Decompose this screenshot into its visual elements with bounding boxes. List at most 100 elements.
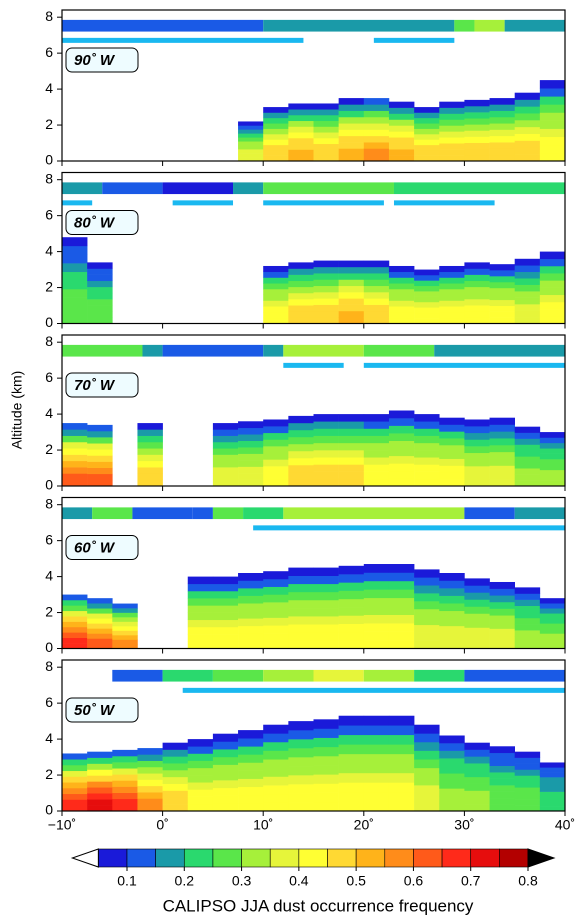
colorbar-tick-label: 0.5 bbox=[346, 873, 366, 889]
dust-cell bbox=[62, 460, 88, 468]
strip-segment bbox=[283, 507, 465, 520]
dust-cell bbox=[514, 113, 541, 121]
dust-cell bbox=[87, 292, 113, 300]
dust-cell bbox=[212, 590, 239, 599]
dust-cell bbox=[514, 642, 541, 649]
dust-cell bbox=[439, 101, 465, 108]
dust-cell bbox=[464, 466, 490, 473]
dust-cell bbox=[414, 450, 440, 458]
dust-cell bbox=[338, 598, 365, 608]
dust-cell bbox=[212, 448, 239, 455]
dust-cell bbox=[464, 142, 490, 150]
dust-cell bbox=[288, 155, 314, 162]
dust-cell bbox=[414, 107, 440, 113]
dust-cell bbox=[313, 155, 339, 162]
dust-cell bbox=[414, 608, 440, 618]
panel-label-box bbox=[65, 535, 139, 560]
dust-cell bbox=[263, 317, 289, 324]
dust-cell bbox=[238, 479, 264, 487]
dust-cell bbox=[363, 791, 390, 802]
colorbar-box bbox=[98, 848, 128, 868]
dust-cell bbox=[263, 139, 289, 146]
dust-cell bbox=[388, 155, 415, 162]
dust-cell bbox=[187, 583, 214, 592]
dust-cell bbox=[363, 772, 390, 783]
dust-cell bbox=[313, 103, 339, 110]
strip-segment bbox=[313, 669, 364, 682]
dust-cell bbox=[238, 595, 264, 604]
dust-cell bbox=[388, 763, 415, 774]
dust-cell bbox=[489, 445, 515, 453]
dust-cell bbox=[238, 633, 264, 642]
dust-cell bbox=[489, 264, 515, 271]
dust-cell bbox=[238, 580, 264, 589]
dust-cell bbox=[464, 804, 490, 812]
dust-cell bbox=[87, 424, 113, 432]
dust-cell bbox=[62, 306, 88, 316]
dust-cell bbox=[338, 450, 365, 458]
dust-cell bbox=[388, 597, 415, 607]
dust-cell bbox=[489, 311, 515, 318]
strip-segment bbox=[62, 182, 103, 195]
dust-cell bbox=[514, 284, 541, 292]
dust-cell bbox=[539, 643, 566, 649]
dust-cell bbox=[338, 734, 365, 745]
dust-cell bbox=[388, 143, 415, 150]
dust-cell bbox=[62, 782, 88, 789]
dust-cell bbox=[137, 441, 163, 449]
dust-cell bbox=[238, 447, 264, 454]
dust-cell bbox=[338, 725, 365, 736]
dust-cell bbox=[539, 448, 566, 454]
dust-cell bbox=[238, 770, 264, 779]
dust-cell bbox=[137, 429, 163, 436]
colorbar-tick-label: 0.3 bbox=[232, 873, 252, 889]
dust-cell bbox=[338, 304, 365, 312]
dust-cell bbox=[539, 608, 566, 614]
colorbar-box bbox=[183, 848, 214, 868]
dust-cell bbox=[414, 802, 440, 812]
dust-cell bbox=[363, 298, 390, 305]
dust-cell bbox=[212, 479, 239, 487]
dust-cell bbox=[414, 296, 440, 303]
panel-label-box bbox=[65, 372, 139, 398]
dust-cell bbox=[288, 120, 314, 127]
dust-cell bbox=[238, 149, 264, 154]
strip-segment bbox=[474, 19, 505, 32]
colorbar-box bbox=[470, 848, 500, 868]
dust-cell bbox=[439, 633, 465, 642]
overpass-bar bbox=[373, 37, 455, 43]
y-tick-label: 0 bbox=[45, 314, 53, 330]
dust-cell bbox=[313, 755, 339, 766]
dust-cell bbox=[87, 598, 113, 604]
dust-cell bbox=[338, 279, 365, 287]
dust-cell bbox=[388, 107, 415, 114]
dust-cell bbox=[539, 136, 566, 146]
dust-cell bbox=[514, 769, 541, 776]
dust-cell bbox=[87, 467, 113, 475]
dust-cell bbox=[439, 743, 465, 751]
dust-cell bbox=[439, 288, 465, 296]
colorbar-box bbox=[298, 848, 328, 868]
dust-cell bbox=[439, 125, 465, 132]
dust-cell bbox=[414, 312, 440, 319]
dust-cell bbox=[87, 455, 113, 462]
dust-cell bbox=[288, 464, 314, 473]
dust-cell bbox=[414, 741, 440, 751]
dust-cell bbox=[388, 470, 415, 479]
dust-cell bbox=[263, 144, 289, 151]
strip-segment bbox=[162, 669, 213, 682]
dust-cell bbox=[338, 310, 365, 318]
dust-cell bbox=[263, 724, 289, 734]
dust-cell bbox=[62, 423, 88, 430]
strip-segment bbox=[102, 182, 163, 195]
dust-cell bbox=[514, 432, 541, 439]
dust-cell bbox=[489, 305, 515, 312]
dust-cell bbox=[87, 799, 113, 806]
dust-cell bbox=[112, 639, 138, 645]
dust-cell bbox=[489, 104, 515, 111]
dust-cell bbox=[313, 478, 339, 487]
dust-cell bbox=[87, 430, 113, 438]
dust-cell bbox=[439, 803, 465, 812]
dust-cell bbox=[489, 142, 515, 149]
dust-cell bbox=[414, 301, 440, 308]
